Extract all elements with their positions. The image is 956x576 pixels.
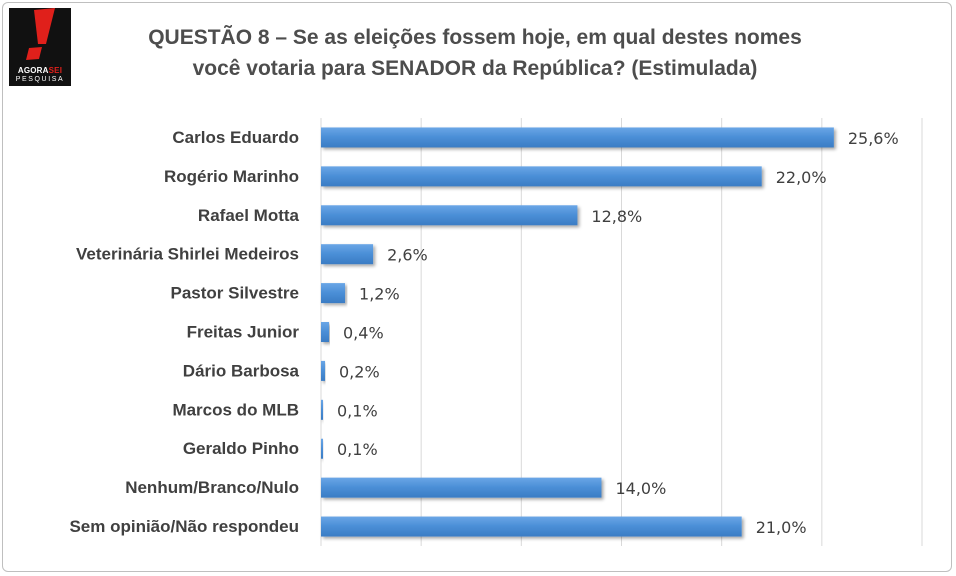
agorasei-logo: AGORASEI PESQUISA <box>9 8 71 86</box>
category-label: Sem opinião/Não respondeu <box>69 517 299 536</box>
bar <box>321 244 374 265</box>
gridlines <box>320 118 923 546</box>
category-label: Marcos do MLB <box>172 400 299 419</box>
category-label: Nenhum/Branco/Nulo <box>125 478 299 497</box>
data-label: 1,2% <box>359 285 400 304</box>
bar <box>321 438 324 459</box>
data-label: 0,1% <box>337 401 378 420</box>
data-label: 25,6% <box>848 129 899 148</box>
data-label: 2,6% <box>387 246 428 265</box>
data-label: 21,0% <box>756 518 807 537</box>
bar <box>321 399 324 420</box>
bar <box>321 283 346 304</box>
labels: Carlos Eduardo 25,6% Rogério Marinho 22,0% R… <box>69 128 898 537</box>
category-label: Veterinária Shirlei Medeiros <box>76 245 299 264</box>
bar <box>321 127 834 148</box>
bar <box>321 360 326 381</box>
bar <box>321 322 330 342</box>
data-label: 14,0% <box>615 479 666 498</box>
category-label: Geraldo Pinho <box>183 439 299 458</box>
category-label: Dário Barbosa <box>183 361 300 380</box>
bar <box>321 477 602 498</box>
data-label: 0,1% <box>337 440 378 459</box>
data-label: 0,2% <box>339 362 380 381</box>
data-label: 0,4% <box>343 324 384 343</box>
logo-text-pesquisa: PESQUISA <box>15 76 65 83</box>
chart-title-line-2: você votaria para SENADOR da República? … <box>192 57 758 80</box>
category-label: Freitas Junior <box>187 323 300 342</box>
logo-text-agorasei: AGORASEI <box>17 66 63 75</box>
category-label: Carlos Eduardo <box>172 128 299 147</box>
category-label: Pastor Silvestre <box>170 284 299 303</box>
chart-title: QUESTÃO 8 – Se as eleições fossem hoje, … <box>100 22 850 84</box>
category-label: Rafael Motta <box>198 206 300 225</box>
bars <box>321 127 834 537</box>
data-label: 12,8% <box>591 207 642 226</box>
data-label: 22,0% <box>776 168 827 187</box>
bar <box>321 205 578 226</box>
bar <box>321 516 742 537</box>
bar <box>321 166 762 187</box>
category-label: Rogério Marinho <box>164 167 299 186</box>
chart-title-line-1: QUESTÃO 8 – Se as eleições fossem hoje, … <box>148 26 802 49</box>
exclamation-mark-icon <box>26 8 55 60</box>
